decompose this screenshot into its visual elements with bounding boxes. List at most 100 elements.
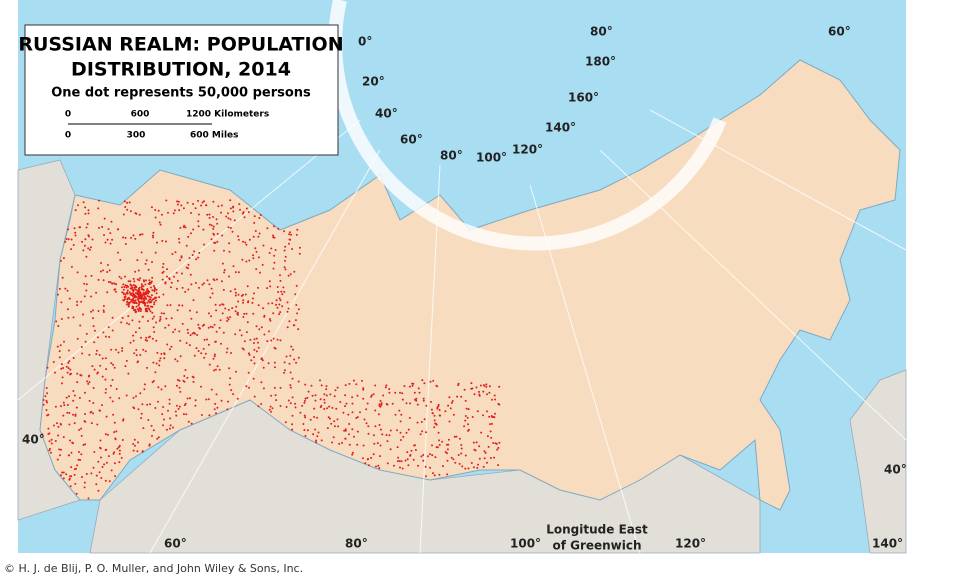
dot [315,441,318,444]
dot [431,444,433,447]
dot [181,286,184,289]
dot [62,401,65,404]
dot [95,353,98,356]
dot [134,212,137,215]
dot [333,395,336,398]
dot [460,452,463,455]
dot [258,328,261,331]
dot [67,454,70,457]
dot [80,427,83,430]
dot [291,428,294,431]
dot [397,456,400,459]
dot [141,287,144,290]
dot [165,240,167,243]
dot [260,358,263,361]
dot [111,282,114,285]
dot [97,460,100,463]
dot [102,331,105,334]
dot [65,473,68,476]
side-label: 40° [22,433,45,447]
dot [388,391,391,394]
dot [136,298,139,301]
dot [277,227,280,230]
dot [356,430,359,433]
dot [467,467,470,470]
dot [225,215,228,218]
dot [457,384,460,387]
dot [125,359,128,362]
dot [422,399,425,402]
dot [399,466,401,469]
dot [452,413,455,416]
dot [65,237,68,240]
dot [221,312,224,315]
dot [278,313,281,316]
dot [421,379,424,382]
dot [179,390,182,393]
dot [277,291,280,293]
dot [258,232,261,235]
dot [178,379,181,382]
population-dots [41,199,501,500]
dot [294,293,297,296]
dot [151,434,153,437]
dot [123,299,125,302]
dot [50,442,53,445]
dot [54,405,57,408]
dot [97,310,100,312]
dot [134,270,137,273]
dot [142,289,145,292]
dot [144,304,146,307]
dot [284,369,286,372]
dot [152,361,155,364]
dot [80,374,83,377]
dot [272,234,274,237]
dot [406,458,409,461]
dot [284,245,287,248]
scale-label: 1200 Kilometers [186,110,269,120]
dot [202,228,205,231]
dot [438,439,440,442]
dot [114,290,117,293]
dot [336,418,339,421]
dot [132,277,135,280]
dot [127,372,130,375]
dot [230,352,232,354]
dot [273,361,276,364]
dot [423,382,426,385]
dot [196,334,199,336]
dot [84,391,86,394]
dot [134,331,137,334]
dot [58,448,61,451]
dot [268,318,271,320]
dot [159,223,162,226]
dot [273,261,276,264]
dot [372,453,375,456]
dot [209,325,212,328]
dot [172,426,174,429]
dot [290,233,293,236]
dot [158,296,161,299]
dot [438,443,441,446]
dot [303,401,306,404]
dot [241,258,244,261]
dot [166,268,168,271]
dot [150,286,152,289]
dot [207,398,210,401]
dot [78,428,81,431]
dot [103,217,106,220]
dot [489,430,492,433]
dot [234,291,237,294]
dot [449,407,452,410]
dot [266,287,269,290]
dot [331,441,334,444]
dot [82,444,85,446]
dot [494,398,497,401]
dot [306,429,309,432]
dot [284,268,287,271]
dot [161,266,164,269]
dot [197,220,200,223]
dot [334,389,337,392]
dot [284,255,287,258]
dot [158,364,161,367]
